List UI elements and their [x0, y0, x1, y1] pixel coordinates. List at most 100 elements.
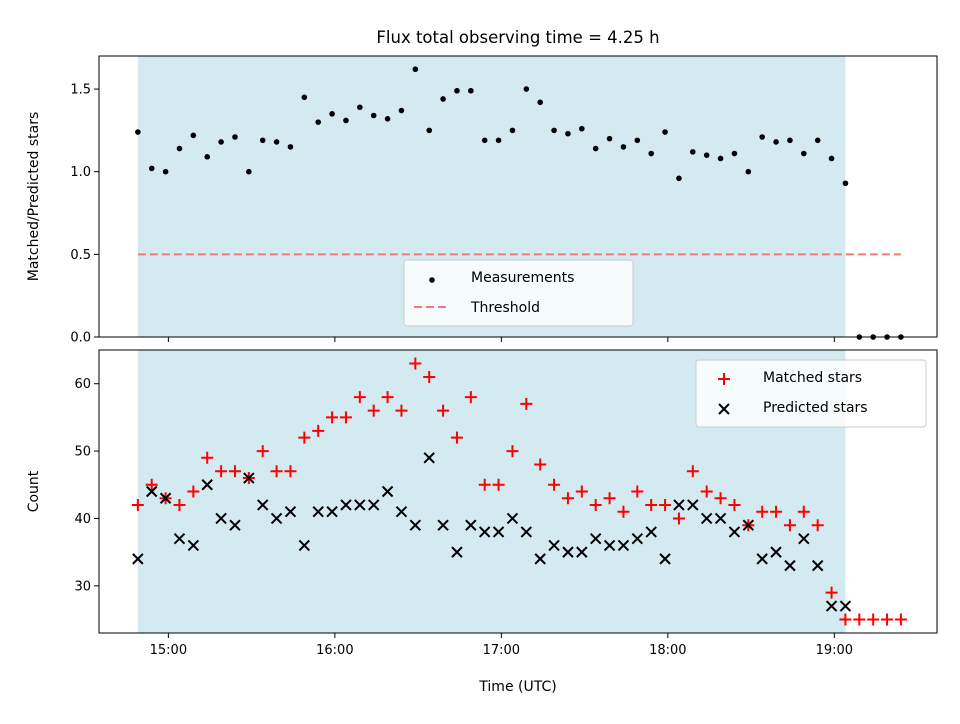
- matched-star-point: [714, 492, 727, 505]
- measurement-point: [287, 144, 294, 150]
- predicted-star-point: [159, 492, 172, 504]
- predicted-star-point: [381, 485, 394, 498]
- legend-label: Matched stars: [763, 370, 862, 386]
- predicted-star-point: [728, 526, 741, 538]
- matched-star-point: [853, 613, 866, 626]
- matched-star-point: [700, 485, 713, 498]
- predicted-star-point: [784, 559, 796, 572]
- measurement-point: [412, 66, 419, 73]
- y-tick-label: 0.5: [70, 248, 91, 263]
- matched-star-point: [756, 505, 769, 518]
- y-tick-label: 40: [74, 512, 91, 527]
- measurement-point: [218, 139, 224, 145]
- measurement-point: [703, 152, 710, 158]
- matched-star-point: [326, 411, 339, 424]
- matched-star-point: [437, 404, 450, 417]
- measurement-point: [440, 96, 446, 102]
- matched-star-point: [464, 391, 477, 404]
- matched-star-point: [506, 445, 519, 458]
- predicted-star-point: [451, 546, 463, 558]
- measurement-point: [481, 137, 488, 144]
- predicted-star-point: [492, 526, 505, 538]
- matched-star-point: [561, 492, 574, 505]
- legend-label: Measurements: [471, 270, 574, 286]
- top-panel: 0.0 0.5 1.0 1.5 Matched/Predicted stars Flux …: [26, 28, 938, 346]
- matched-star-point: [312, 424, 325, 437]
- measurement-point: [717, 155, 724, 162]
- measurement-point: [620, 144, 627, 150]
- measurement-point: [690, 149, 696, 155]
- matched-star-point: [492, 478, 505, 491]
- predicted-star-point: [742, 519, 755, 531]
- predicted-star-point: [603, 539, 616, 552]
- legend-label: Predicted stars: [763, 400, 868, 416]
- matched-star-point: [173, 498, 186, 511]
- measurement-point: [759, 134, 765, 140]
- matched-star-point: [520, 397, 533, 410]
- predicted-star-point: [326, 506, 338, 518]
- predicted-star-point: [631, 532, 644, 545]
- matched-star-point: [548, 478, 561, 491]
- measurement-point: [495, 137, 502, 144]
- measurement-point: [273, 139, 280, 145]
- measurement-point: [384, 116, 391, 122]
- predicted-star-point: [756, 553, 768, 565]
- x-axis-label: Time (UTC): [478, 679, 556, 695]
- predicted-star-point: [687, 499, 699, 511]
- measurement-point: [176, 145, 183, 152]
- measurement-point: [162, 168, 169, 175]
- chart-title: Flux total observing time = 4.25 h: [376, 28, 659, 47]
- matched-star-point: [589, 498, 602, 511]
- measurement-point: [579, 125, 585, 132]
- predicted-star-point: [437, 519, 449, 531]
- measurement-point: [606, 135, 613, 142]
- matched-star-point: [659, 498, 672, 511]
- predicted-star-point: [770, 546, 782, 558]
- matched-star-point: [409, 357, 422, 370]
- matched-star-point: [867, 613, 880, 626]
- matched-star-point: [423, 370, 436, 383]
- predicted-star-point: [215, 512, 227, 525]
- matched-star-point: [881, 613, 894, 626]
- predicted-star-point: [548, 539, 560, 552]
- measurement-point: [370, 112, 377, 119]
- axes-frame: [98, 349, 938, 634]
- y-tick-label: 1.5: [70, 83, 91, 98]
- measurement-point: [634, 137, 641, 144]
- matched-star-point: [228, 465, 241, 478]
- matched-star-point: [215, 465, 228, 478]
- predicted-star-point: [700, 512, 713, 525]
- measurement-point: [523, 86, 530, 92]
- matched-star-point: [284, 465, 297, 478]
- measurement-point: [745, 168, 752, 175]
- matched-star-point: [298, 431, 311, 444]
- matched-star-point: [534, 458, 547, 471]
- matched-star-point: [145, 478, 158, 491]
- matched-star-point: [603, 492, 616, 505]
- x-tick-label: 18:00: [649, 643, 686, 658]
- matched-star-point: [201, 451, 214, 464]
- predicted-star-point: [146, 485, 158, 498]
- matched-star-point: [783, 519, 796, 532]
- measurement-point: [343, 117, 349, 124]
- y-tick-label: 1.0: [70, 165, 91, 180]
- predicted-star-point: [645, 526, 657, 538]
- matched-star-point: [672, 512, 685, 525]
- matched-star-point: [575, 485, 588, 498]
- measurement-point: [801, 150, 807, 157]
- x-tick-label: 16:00: [316, 643, 353, 658]
- predicted-star-point: [562, 546, 574, 558]
- y-axis-label: Matched/Predicted stars: [26, 112, 42, 282]
- predicted-star-point: [659, 553, 671, 565]
- matched-star-point: [645, 498, 658, 511]
- legend-label: Threshold: [470, 300, 540, 316]
- matched-star-point: [894, 613, 907, 626]
- measurement-point: [662, 129, 668, 135]
- measurement-point: [204, 154, 211, 160]
- measurement-point: [828, 155, 835, 162]
- measurement-point: [357, 104, 363, 111]
- axes-frame: [98, 55, 938, 338]
- measurement-point: [509, 127, 516, 134]
- predicted-star-point: [201, 479, 213, 491]
- matched-star-point: [256, 445, 269, 458]
